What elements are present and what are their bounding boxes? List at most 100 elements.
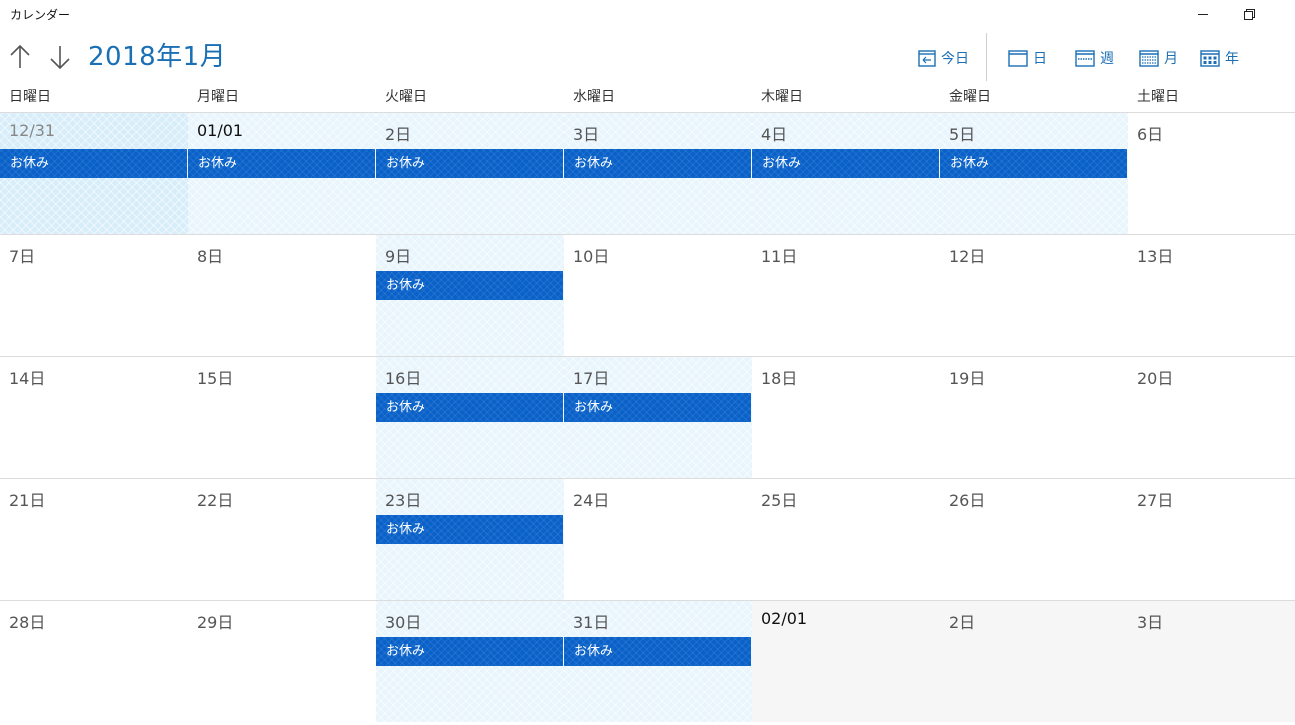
month-view-button[interactable]: 月 bbox=[1139, 44, 1178, 72]
day-cell[interactable]: 27日 bbox=[1128, 478, 1295, 600]
day-number: 16日 bbox=[385, 369, 422, 388]
restore-button[interactable] bbox=[1238, 4, 1260, 24]
calendar-day-icon bbox=[1008, 50, 1028, 67]
minimize-button[interactable] bbox=[1192, 4, 1214, 24]
day-number: 24日 bbox=[573, 491, 610, 510]
day-number: 22日 bbox=[197, 491, 234, 510]
event-holiday[interactable]: お休み bbox=[188, 149, 375, 178]
calendar-today-icon bbox=[918, 50, 936, 67]
day-cell[interactable]: 11日 bbox=[752, 234, 940, 356]
week-view-button[interactable]: 週 bbox=[1075, 44, 1114, 72]
event-holiday[interactable]: お休み bbox=[376, 271, 563, 300]
day-cell[interactable]: 3日 bbox=[1128, 600, 1295, 722]
day-number: 10日 bbox=[573, 247, 610, 266]
previous-month-button[interactable] bbox=[8, 42, 32, 72]
day-number: 6日 bbox=[1137, 125, 1164, 144]
day-cell[interactable]: 7日 bbox=[0, 234, 188, 356]
weekday-friday: 金曜日 bbox=[949, 89, 991, 105]
day-cell[interactable]: 14日 bbox=[0, 356, 188, 478]
day-number: 23日 bbox=[385, 491, 422, 510]
day-cell[interactable]: 3日お休み bbox=[564, 112, 752, 234]
event-holiday[interactable]: お休み bbox=[376, 637, 563, 666]
day-cell[interactable]: 4日お休み bbox=[752, 112, 940, 234]
day-cell[interactable]: 5日お休み bbox=[940, 112, 1128, 234]
day-number: 28日 bbox=[9, 613, 46, 632]
day-cell[interactable]: 19日 bbox=[940, 356, 1128, 478]
day-cell[interactable]: 12日 bbox=[940, 234, 1128, 356]
day-cell[interactable]: 13日 bbox=[1128, 234, 1295, 356]
year-view-button[interactable]: 年 bbox=[1200, 44, 1239, 72]
day-cell[interactable]: 15日 bbox=[188, 356, 376, 478]
day-cell[interactable]: 29日 bbox=[188, 600, 376, 722]
title-bar: カレンダー bbox=[0, 0, 1295, 30]
event-holiday[interactable]: お休み bbox=[940, 149, 1127, 178]
day-cell[interactable]: 01/01 お休み bbox=[188, 112, 376, 234]
day-cell[interactable]: 2日 bbox=[940, 600, 1128, 722]
calendar-month-icon bbox=[1139, 50, 1159, 67]
day-number: 17日 bbox=[573, 369, 610, 388]
day-cell[interactable]: 8日 bbox=[188, 234, 376, 356]
day-view-button[interactable]: 日 bbox=[1008, 44, 1047, 72]
day-number: 4日 bbox=[761, 125, 788, 144]
day-cell[interactable]: 31日お休み bbox=[564, 600, 752, 722]
day-number: 14日 bbox=[9, 369, 46, 388]
day-cell[interactable]: 9日お休み bbox=[376, 234, 564, 356]
day-cell[interactable]: 12/31 お休み bbox=[0, 112, 188, 234]
weekday-wednesday: 水曜日 bbox=[573, 89, 615, 105]
weekday-saturday: 土曜日 bbox=[1137, 89, 1179, 105]
day-number: 31日 bbox=[573, 613, 610, 632]
day-cell[interactable]: 10日 bbox=[564, 234, 752, 356]
event-holiday[interactable]: お休み bbox=[0, 149, 187, 178]
next-month-button[interactable] bbox=[48, 42, 72, 72]
day-number: 20日 bbox=[1137, 369, 1174, 388]
event-holiday[interactable]: お休み bbox=[752, 149, 939, 178]
day-cell[interactable]: 18日 bbox=[752, 356, 940, 478]
day-number: 9日 bbox=[385, 247, 412, 266]
day-number: 18日 bbox=[761, 369, 798, 388]
day-cell[interactable]: 22日 bbox=[188, 478, 376, 600]
today-label: 今日 bbox=[941, 51, 969, 67]
day-number: 30日 bbox=[385, 613, 422, 632]
day-cell[interactable]: 30日お休み bbox=[376, 600, 564, 722]
toolbar-divider bbox=[986, 33, 987, 81]
month-grid: 12/31 お休み 01/01 お休み 2日 お休み 3日 お休み 4日 お休み 5日 お休み 6日 7日… bbox=[0, 112, 1295, 725]
day-cell[interactable]: 23日お休み bbox=[376, 478, 564, 600]
month-title: 2018年1月 bbox=[88, 42, 227, 72]
event-holiday[interactable]: お休み bbox=[376, 393, 563, 422]
day-cell[interactable]: 26日 bbox=[940, 478, 1128, 600]
day-cell[interactable]: 24日 bbox=[564, 478, 752, 600]
day-number: 5日 bbox=[949, 125, 976, 144]
day-cell[interactable]: 28日 bbox=[0, 600, 188, 722]
day-cell[interactable]: 16日お休み bbox=[376, 356, 564, 478]
day-number: 7日 bbox=[9, 247, 36, 266]
day-number: 2日 bbox=[949, 613, 976, 632]
weekday-monday: 月曜日 bbox=[197, 89, 239, 105]
day-cell[interactable]: 25日 bbox=[752, 478, 940, 600]
event-holiday[interactable]: お休み bbox=[376, 515, 563, 544]
week-view-label: 週 bbox=[1100, 51, 1114, 67]
day-view-label: 日 bbox=[1033, 51, 1047, 67]
today-button[interactable]: 今日 bbox=[918, 44, 969, 72]
year-view-label: 年 bbox=[1225, 51, 1239, 67]
day-number: 13日 bbox=[1137, 247, 1174, 266]
event-holiday[interactable]: お休み bbox=[564, 637, 751, 666]
day-number: 3日 bbox=[573, 125, 600, 144]
day-number: 15日 bbox=[197, 369, 234, 388]
day-cell[interactable]: 02/01 bbox=[752, 600, 940, 722]
calendar-year-icon bbox=[1200, 50, 1220, 67]
event-holiday[interactable]: お休み bbox=[564, 393, 751, 422]
day-cell[interactable]: 20日 bbox=[1128, 356, 1295, 478]
day-cell[interactable]: 2日 お休み bbox=[376, 112, 564, 234]
day-number: 01/01 bbox=[197, 121, 244, 140]
weekday-thursday: 木曜日 bbox=[761, 89, 803, 105]
weekday-sunday: 日曜日 bbox=[9, 89, 51, 105]
day-number: 29日 bbox=[197, 613, 234, 632]
day-cell[interactable]: 17日お休み bbox=[564, 356, 752, 478]
day-number: 21日 bbox=[9, 491, 46, 510]
day-cell[interactable]: 21日 bbox=[0, 478, 188, 600]
day-number: 02/01 bbox=[761, 609, 808, 628]
event-holiday[interactable]: お休み bbox=[376, 149, 563, 178]
event-holiday[interactable]: お休み bbox=[564, 149, 751, 178]
arrow-down-icon bbox=[50, 46, 70, 70]
day-cell[interactable]: 6日 bbox=[1128, 112, 1295, 234]
